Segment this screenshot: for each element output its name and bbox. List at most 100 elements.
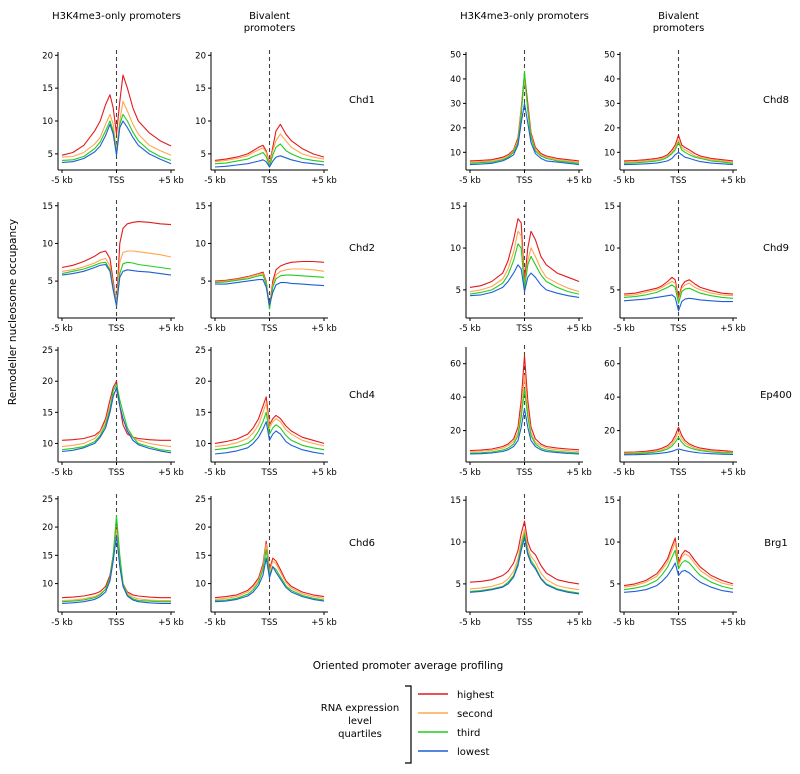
y-tick-label: 10 bbox=[604, 148, 615, 158]
y-tick-label: 10 bbox=[195, 239, 206, 249]
y-tick-label: 25 bbox=[42, 346, 53, 356]
column-title: promoters bbox=[244, 23, 296, 34]
y-tick-label: 10 bbox=[42, 580, 53, 590]
y-tick-label: 30 bbox=[604, 99, 615, 109]
x-tick-label: TSS bbox=[516, 618, 533, 628]
y-tick-label: 5 bbox=[456, 286, 461, 296]
x-axis-title: Oriented promoter average profiling bbox=[313, 660, 504, 672]
panel-ep400-h3k4me3-only: 20 40 60 -5 kb TSS +5 kb bbox=[450, 345, 592, 478]
panel-chd1-h3k4me3-only: 5 10 15 20 -5 kb TSS +5 kb bbox=[42, 50, 184, 186]
x-tick-label: +5 kb bbox=[158, 176, 184, 186]
panel-chd4-bivalent: 10 15 20 25 -5 kb TSS +5 kb bbox=[195, 345, 337, 478]
panel-chd9-bivalent: 5 10 15 -5 kb TSS +5 kb bbox=[604, 200, 746, 334]
x-tick-label: TSS bbox=[670, 324, 687, 334]
series-line-second bbox=[623, 431, 734, 454]
series-line-lowest bbox=[214, 155, 325, 168]
x-tick-label: +5 kb bbox=[311, 618, 337, 628]
x-tick-label: -5 kb bbox=[51, 176, 73, 186]
panel-chd6-h3k4me3-only: 10 15 20 25 -5 kb TSS +5 kb bbox=[42, 494, 184, 628]
y-tick-label: 15 bbox=[604, 496, 615, 506]
y-tick-label: 10 bbox=[195, 439, 206, 449]
y-tick-label: 10 bbox=[604, 244, 615, 254]
y-tick-label: 10 bbox=[42, 439, 53, 449]
series-line-highest bbox=[623, 426, 734, 453]
panel-chd8-h3k4me3-only: 10 20 30 40 50 -5 kb TSS +5 kb bbox=[450, 50, 592, 186]
series-line-lowest bbox=[61, 534, 171, 604]
y-tick-label: 10 bbox=[450, 148, 461, 158]
y-tick-label: 40 bbox=[604, 75, 615, 85]
y-tick-label: 5 bbox=[48, 150, 53, 160]
panel-chd2-h3k4me3-only: 5 10 15 -5 kb TSS +5 kb bbox=[42, 200, 184, 334]
x-tick-label: -5 kb bbox=[613, 324, 635, 334]
x-tick-label: -5 kb bbox=[613, 468, 635, 478]
x-tick-label: -5 kb bbox=[51, 468, 73, 478]
series-line-lowest bbox=[623, 562, 734, 593]
series-line-second bbox=[469, 374, 580, 453]
x-tick-label: TSS bbox=[261, 618, 278, 628]
y-tick-label: 25 bbox=[42, 495, 53, 505]
row-label-chd2: Chd2 bbox=[349, 243, 375, 254]
y-tick-label: 15 bbox=[195, 408, 206, 418]
y-tick-label: 40 bbox=[604, 393, 615, 403]
row-label-chd1: Chd1 bbox=[349, 95, 375, 106]
series-line-lowest bbox=[469, 408, 580, 455]
x-tick-label: +5 kb bbox=[311, 176, 337, 186]
panel-chd8-bivalent: 10 20 30 40 50 -5 kb TSS +5 kb bbox=[604, 50, 746, 186]
series-line-highest bbox=[61, 74, 172, 156]
series-line-third bbox=[623, 141, 734, 164]
y-tick-label: 5 bbox=[610, 286, 615, 296]
series-line-second bbox=[623, 139, 734, 163]
series-line-lowest bbox=[469, 537, 580, 595]
x-tick-label: TSS bbox=[108, 468, 125, 478]
x-tick-label: TSS bbox=[261, 468, 278, 478]
series-line-second bbox=[61, 529, 171, 602]
y-tick-label: 20 bbox=[450, 427, 461, 437]
x-tick-label: TSS bbox=[108, 618, 125, 628]
series-line-third bbox=[623, 549, 734, 591]
y-tick-label: 25 bbox=[195, 495, 206, 505]
column-title: Bivalent bbox=[658, 11, 699, 22]
series-line-lowest bbox=[215, 279, 325, 306]
series-line-third bbox=[469, 71, 580, 164]
series-line-third bbox=[214, 411, 325, 451]
x-tick-label: -5 kb bbox=[459, 176, 481, 186]
x-tick-label: -5 kb bbox=[459, 468, 481, 478]
row-label-chd9: Chd9 bbox=[763, 243, 789, 254]
column-title: H3K4me3-only promoters bbox=[52, 11, 181, 22]
row-label-brg1: Brg1 bbox=[764, 538, 788, 549]
series-line-second bbox=[469, 528, 580, 591]
y-tick-label: 20 bbox=[604, 124, 615, 134]
x-tick-label: TSS bbox=[261, 176, 278, 186]
y-tick-label: 20 bbox=[42, 523, 53, 533]
panel-chd9-h3k4me3-only: 5 10 15 -5 kb TSS +5 kb bbox=[450, 200, 592, 334]
y-tick-label: 10 bbox=[42, 117, 53, 127]
x-tick-label: TSS bbox=[516, 468, 533, 478]
panel-chd2-bivalent: 5 10 15 -5 kb TSS +5 kb bbox=[195, 200, 337, 334]
y-tick-label: 15 bbox=[604, 202, 615, 212]
x-tick-label: TSS bbox=[670, 468, 687, 478]
column-title: Bivalent bbox=[249, 11, 290, 22]
x-tick-label: +5 kb bbox=[311, 324, 337, 334]
series-line-lowest bbox=[61, 120, 172, 165]
panel-brg1-bivalent: 5 10 15 -5 kb TSS +5 kb bbox=[604, 494, 746, 628]
y-tick-label: 5 bbox=[201, 150, 206, 160]
y-tick-label: 30 bbox=[450, 99, 461, 109]
series-line-lowest bbox=[214, 421, 325, 455]
x-tick-label: +5 kb bbox=[720, 176, 746, 186]
series-line-third bbox=[623, 436, 734, 455]
x-tick-label: -5 kb bbox=[459, 324, 481, 334]
series-line-lowest bbox=[214, 557, 325, 603]
x-tick-label: -5 kb bbox=[204, 324, 226, 334]
y-tick-label: 5 bbox=[610, 580, 615, 590]
column-title: H3K4me3-only promoters bbox=[460, 11, 589, 22]
y-tick-label: 50 bbox=[450, 50, 461, 60]
legend-bracket bbox=[405, 685, 412, 764]
y-tick-label: 40 bbox=[450, 75, 461, 85]
x-tick-label: TSS bbox=[516, 324, 533, 334]
x-tick-label: TSS bbox=[261, 324, 278, 334]
y-tick-label: 25 bbox=[195, 346, 206, 356]
legend-label-lowest: lowest bbox=[457, 747, 489, 758]
series-line-third bbox=[469, 388, 580, 454]
legend: RNA expression level quartiles highest se… bbox=[321, 685, 494, 764]
y-tick-label: 20 bbox=[42, 51, 53, 61]
